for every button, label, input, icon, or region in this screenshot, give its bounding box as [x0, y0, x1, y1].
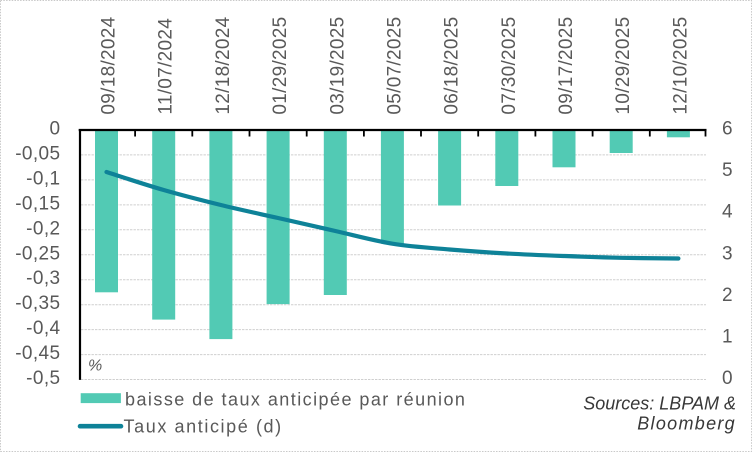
svg-text:09/18/2024: 09/18/2024 [99, 16, 120, 114]
svg-text:-0,2: -0,2 [26, 218, 60, 239]
svg-text:1: 1 [722, 326, 733, 347]
svg-text:03/19/2025: 03/19/2025 [327, 17, 348, 115]
svg-text:0: 0 [50, 119, 61, 140]
svg-text:6: 6 [722, 119, 733, 140]
svg-text:06/18/2025: 06/18/2025 [442, 17, 463, 115]
svg-text:%: % [88, 358, 102, 375]
svg-text:-0,5: -0,5 [26, 368, 60, 389]
svg-text:01/29/2025: 01/29/2025 [270, 17, 291, 115]
svg-text:Sources: LBPAM &: Sources: LBPAM & [583, 394, 736, 414]
svg-text:10/29/2025: 10/29/2025 [613, 17, 634, 115]
svg-text:2: 2 [722, 285, 733, 306]
svg-text:07/30/2025: 07/30/2025 [499, 17, 520, 115]
svg-text:12/10/2025: 12/10/2025 [670, 17, 691, 115]
svg-text:11/07/2024: 11/07/2024 [156, 18, 177, 115]
svg-text:12/18/2024: 12/18/2024 [213, 16, 234, 114]
svg-text:baisse de taux anticipée par r: baisse de taux anticipée par réunion [125, 390, 466, 410]
svg-text:Bloomberg: Bloomberg [637, 414, 736, 434]
svg-text:Taux anticipé (d): Taux anticipé (d) [124, 417, 283, 437]
svg-text:05/07/2025: 05/07/2025 [384, 17, 405, 115]
svg-text:-0,35: -0,35 [15, 293, 60, 314]
svg-text:-0,4: -0,4 [26, 318, 60, 339]
svg-text:3: 3 [722, 243, 733, 264]
svg-text:-0,05: -0,05 [15, 143, 60, 164]
svg-text:-0,15: -0,15 [15, 193, 60, 214]
svg-text:-0,3: -0,3 [26, 268, 60, 289]
svg-text:09/17/2025: 09/17/2025 [556, 17, 577, 115]
svg-text:4: 4 [722, 202, 733, 223]
svg-text:-0,25: -0,25 [15, 243, 60, 264]
svg-text:5: 5 [722, 160, 733, 181]
svg-text:-0,1: -0,1 [26, 168, 60, 189]
svg-text:0: 0 [722, 368, 733, 389]
svg-text:-0,45: -0,45 [15, 343, 60, 364]
